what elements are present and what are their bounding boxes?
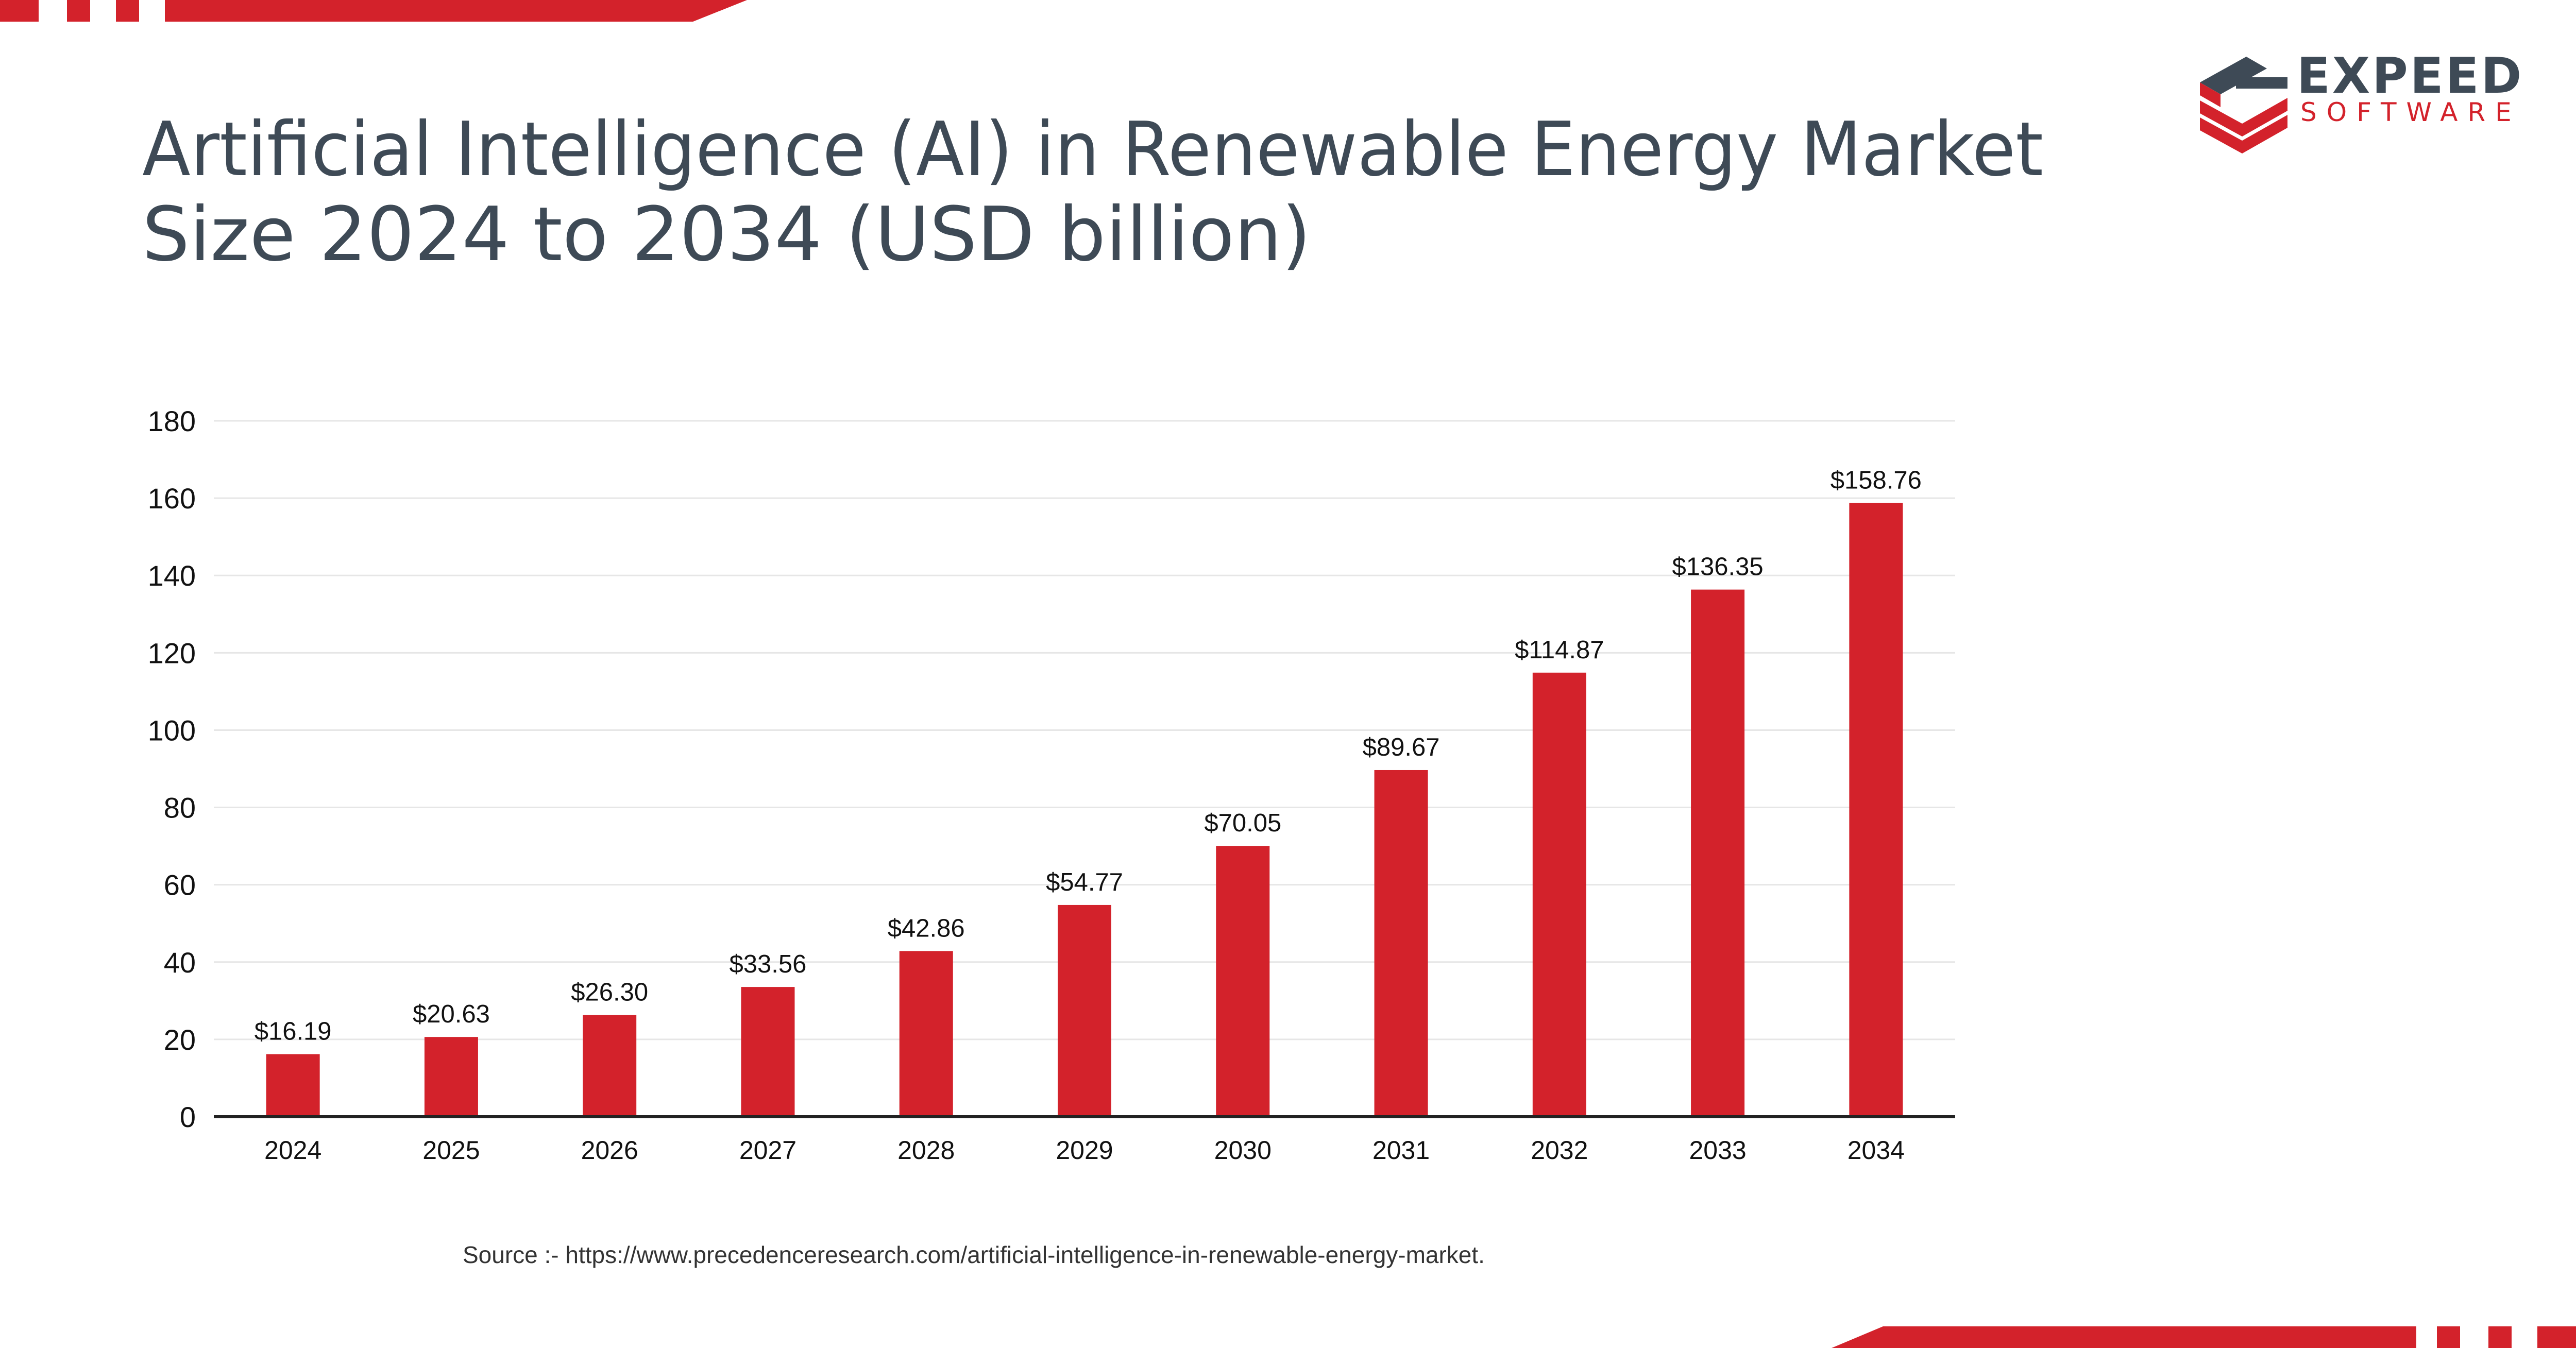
data-label-2025: $20.63 — [413, 1000, 490, 1028]
x-tick-label-2034: 2034 — [1848, 1136, 1905, 1165]
bar-2033 — [1691, 589, 1745, 1117]
bottom-stripe-block-1 — [2437, 1326, 2460, 1348]
top-stripe-block-3 — [116, 0, 139, 22]
x-tick-label-2027: 2027 — [739, 1136, 796, 1165]
y-tick-label-40: 40 — [164, 946, 196, 979]
y-tick-label-120: 120 — [148, 637, 196, 669]
x-tick-label-2025: 2025 — [422, 1136, 480, 1165]
data-label-2033: $136.35 — [1672, 553, 1764, 581]
bar-2028 — [899, 951, 953, 1117]
data-label-2034: $158.76 — [1831, 466, 1922, 494]
bar-2024 — [266, 1054, 320, 1117]
bottom-stripe-block-2 — [2488, 1326, 2512, 1348]
brand-tagline: SOFTWARE — [2300, 97, 2521, 127]
y-tick-label-160: 160 — [148, 482, 196, 515]
x-axis-ticks: 2024 2025 2026 2027 2028 2029 2030 2031 2032 2033… — [264, 1136, 1905, 1165]
data-label-2032: $114.87 — [1515, 636, 1604, 664]
data-label-2028: $42.86 — [888, 914, 965, 942]
y-tick-label-20: 20 — [164, 1023, 196, 1056]
y-tick-label-80: 80 — [164, 792, 196, 824]
data-label-2026: $26.30 — [571, 979, 648, 1006]
y-tick-label-0: 0 — [180, 1101, 196, 1133]
data-label-2031: $89.67 — [1363, 733, 1440, 761]
data-label-2024: $16.19 — [255, 1017, 332, 1045]
bottom-decorative-stripe — [1832, 1326, 2576, 1348]
data-label-2030: $70.05 — [1204, 809, 1281, 837]
x-tick-label-2032: 2032 — [1531, 1136, 1588, 1165]
data-label-2027: $33.56 — [730, 950, 807, 978]
data-label-2029: $54.77 — [1046, 868, 1123, 896]
title-line-2: Size 2024 to 2034 (USD billion) — [142, 191, 1311, 278]
bar-2032 — [1532, 672, 1586, 1117]
bar-2029 — [1058, 905, 1111, 1117]
x-tick-label-2031: 2031 — [1372, 1136, 1430, 1165]
page-title: Artificial Intelligence (AI) in Renewabl… — [142, 106, 2043, 278]
top-stripe-bar — [165, 0, 747, 22]
y-tick-label-60: 60 — [164, 869, 196, 901]
y-tick-label-100: 100 — [148, 714, 196, 746]
x-tick-label-2026: 2026 — [581, 1136, 638, 1165]
top-stripe-block-1 — [0, 0, 39, 22]
top-decorative-stripe — [0, 0, 747, 22]
top-stripe-block-2 — [67, 0, 90, 22]
bar-2026 — [583, 1015, 637, 1117]
bar-2030 — [1216, 846, 1270, 1117]
bottom-stripe-block-3 — [2537, 1326, 2576, 1348]
title-line-1: Artificial Intelligence (AI) in Renewabl… — [142, 106, 2043, 193]
chart-bars — [266, 503, 1903, 1117]
bar-2027 — [741, 987, 795, 1117]
bar-2031 — [1374, 770, 1428, 1117]
source-citation: Source :- https://www.precedenceresearch… — [463, 1241, 1485, 1268]
brand-logo: EXPEED SOFTWARE — [2200, 48, 2523, 153]
x-tick-label-2030: 2030 — [1214, 1136, 1272, 1165]
x-tick-label-2029: 2029 — [1056, 1136, 1113, 1165]
bar-2025 — [424, 1037, 478, 1117]
y-axis-ticks: 0 20 40 60 80 100 120 140 160 180 — [148, 405, 196, 1133]
bar-chart: 0 20 40 60 80 100 120 140 160 180 $16.19 $20.63 $26… — [148, 405, 1955, 1165]
brand-name: EXPEED — [2297, 48, 2523, 105]
y-tick-label-140: 140 — [148, 559, 196, 592]
bar-2034 — [1849, 503, 1903, 1117]
x-tick-label-2033: 2033 — [1689, 1136, 1746, 1165]
x-tick-label-2028: 2028 — [897, 1136, 955, 1165]
bottom-stripe-bar — [1832, 1326, 2416, 1348]
x-tick-label-2024: 2024 — [264, 1136, 321, 1165]
y-tick-label-180: 180 — [148, 405, 196, 437]
logo-mark-icon — [2200, 57, 2287, 153]
bar-value-labels: $16.19 $20.63 $26.30 $33.56 $42.86 $54.77 $70.… — [255, 466, 1922, 1045]
